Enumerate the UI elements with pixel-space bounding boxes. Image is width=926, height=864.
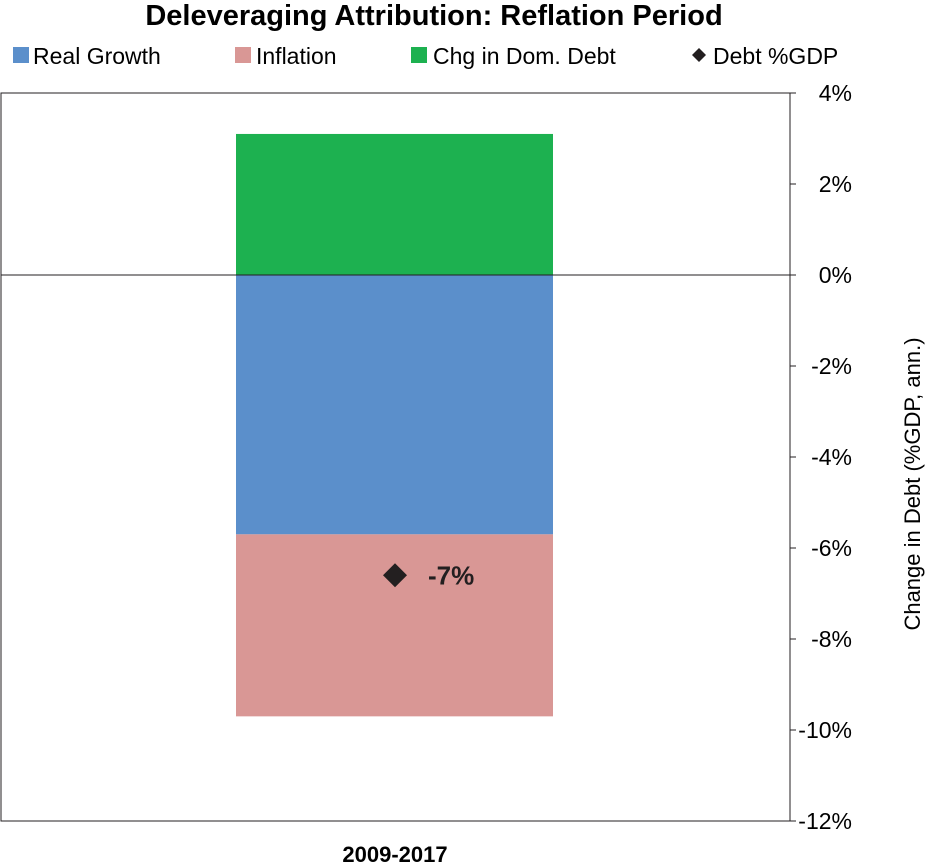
legend-label-inflation: Inflation <box>256 43 337 69</box>
bar-segment-chg-in-dom-debt <box>236 133 553 275</box>
legend-diamond-marker <box>692 48 706 62</box>
bar-segment-real-growth <box>236 275 553 535</box>
y-tick-label: -4% <box>811 444 852 470</box>
plot-area: -7% <box>0 92 791 822</box>
debt-gdp-marker <box>383 563 407 588</box>
y-tick-label: -8% <box>811 626 852 652</box>
legend-label-real-growth: Real Growth <box>33 43 161 69</box>
bar-segment-inflation <box>236 534 553 717</box>
legend-swatch-real-growth <box>13 47 29 63</box>
legend: Real Growth Inflation Chg in Dom. Debt D… <box>13 43 838 69</box>
legend-swatch-inflation <box>235 47 251 63</box>
y-tick-label: -6% <box>811 535 852 561</box>
y-tick-label: 2% <box>819 171 852 197</box>
legend-label-debt-gdp: Debt %GDP <box>713 43 838 69</box>
y-axis-label: Change in Debt (%GDP, ann.) <box>900 337 925 630</box>
debt-gdp-data-label: -7% <box>428 560 474 590</box>
legend-swatch-chg-dom-debt <box>411 47 427 63</box>
y-tick-label: -10% <box>798 717 852 743</box>
x-category-label: 2009-2017 <box>342 842 447 864</box>
y-tick-label: -2% <box>811 353 852 379</box>
legend-label-chg-dom-debt: Chg in Dom. Debt <box>433 43 616 69</box>
y-tick-label: 4% <box>819 80 852 106</box>
y-tick-label: 0% <box>819 262 852 288</box>
chart-title: Deleveraging Attribution: Reflation Peri… <box>145 0 722 32</box>
y-tick-label: -12% <box>798 808 852 834</box>
